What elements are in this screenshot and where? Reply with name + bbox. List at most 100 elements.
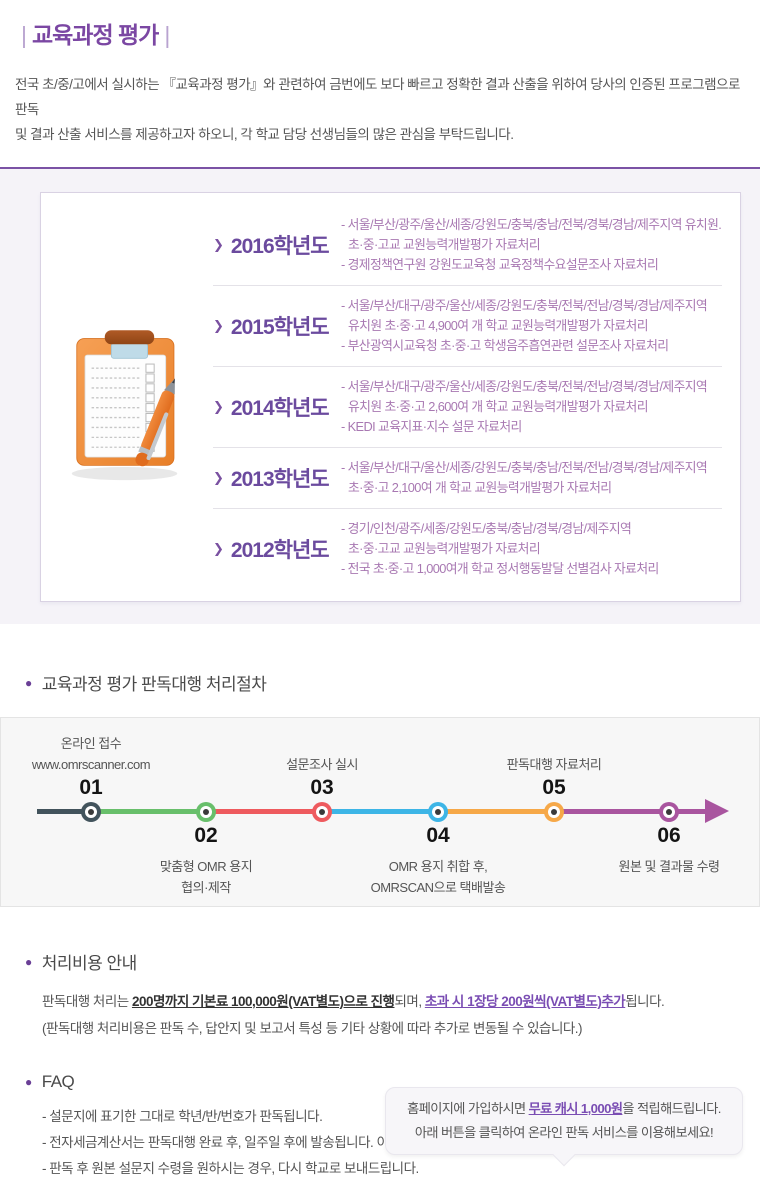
year-title: 2014학년도 [230, 397, 330, 420]
desc-line: - 경제정책연구원 강원도교육청 교육정책수요설문조사 자료처리 [341, 257, 659, 272]
year-description: - 서울/부산/대구/광주/울산/세종/강원도/충북/전북/전남/경북/경남/제… [341, 377, 722, 437]
cost-basic-fee: 200명까지 기본료 100,000원(VAT별도)으로 진행 [131, 994, 395, 1009]
step-number: 01 [79, 776, 103, 799]
step-label-01: 온라인 접수 www.omrscanner.com [31, 736, 151, 772]
free-cash-link[interactable]: 무료 캐시 1,000원 [528, 1101, 623, 1116]
desc-line: - 서울/부산/대구/광주/울산/세종/강원도/충북/전북/전남/경북/경남/제… [341, 298, 708, 313]
year-title: 2013학년도 [230, 468, 330, 491]
step-label-03: 설문조사 실시 [286, 757, 358, 772]
desc-line: - 전국 초·중·고 1,000여개 학교 정서행동발달 선별검사 자료처리 [341, 561, 659, 576]
arrow-right-icon [705, 799, 729, 823]
year-label: ❯ 2014학년도 [213, 392, 341, 422]
step-node-03 [312, 802, 332, 822]
step-label-06: 원본 및 결과물 수령 [618, 859, 720, 874]
step-number: 02 [194, 824, 218, 847]
timeline-segment [91, 809, 206, 814]
chevron-right-icon: ❯ [213, 318, 224, 333]
year-description: - 서울/부산/광주/울산/세종/강원도/충북/충남/전북/경북/경남/제주지역… [341, 215, 722, 275]
timeline-segment [322, 809, 438, 814]
chevron-right-icon: ❯ [213, 470, 224, 485]
intro-line: 및 결과 산출 서비스를 제공하고자 하오니, 각 학교 담당 선생님들의 많은… [15, 127, 514, 142]
faq-item: - 설문지에 표기한 그대로 학년/반/번호가 판독됩니다. [42, 1109, 323, 1124]
bubble-line-1: 홈페이지에 가입하시면 무료 캐시 1,000원을 적립해드립니다. [407, 1101, 721, 1116]
desc-line: - KEDI 교육지표·지수 설문 자료처리 [341, 419, 522, 434]
timeline-segment [438, 809, 554, 814]
desc-line: 초·중·고 2,100여 개 학교 교원능력개발평가 자료처리 [348, 480, 612, 495]
process-timeline: 01 02 03 04 05 06 온라인 접수 www.omrscanner.… [0, 717, 760, 907]
step-label-05: 판독대행 자료처리 [506, 757, 602, 772]
step-node-01 [81, 802, 101, 822]
process-section-heading: ● 교육과정 평가 판독대행 처리절차 [0, 670, 760, 695]
year-row-2016: ❯ 2016학년도 - 서울/부산/광주/울산/세종/강원도/충북/충남/전북/… [213, 205, 722, 286]
intro-paragraph: 전국 초/중/고에서 실시하는 『교육과정 평가』와 관련하여 금번에도 보다 … [15, 72, 745, 147]
step-number: 06 [657, 824, 681, 847]
step-node-05 [544, 802, 564, 822]
desc-line: - 부산광역시교육청 초·중·고 학생음주흡연관련 설문조사 자료처리 [341, 338, 669, 353]
years-card: ❯ 2016학년도 - 서울/부산/광주/울산/세종/강원도/충북/충남/전북/… [40, 192, 741, 602]
year-description: - 서울/부산/대구/울산/세종/강원도/충북/충남/전북/전남/경북/경남/제… [341, 458, 722, 498]
step-number: 03 [310, 776, 334, 799]
cost-line-2: (판독대행 처리비용은 판독 수, 답안지 및 보고서 특성 등 기타 상황에 … [42, 1021, 583, 1036]
pen-icon [135, 378, 175, 467]
desc-line: 초·중·고교 교원능력개발평가 자료처리 [348, 237, 541, 252]
years-list: ❯ 2016학년도 - 서울/부산/광주/울산/세종/강원도/충북/충남/전북/… [213, 205, 722, 589]
page-title: | 교육과정 평가 | [15, 16, 745, 50]
page-title-text: 교육과정 평가 [31, 22, 159, 48]
clipboard-column [41, 205, 213, 589]
cost-body: 판독대행 처리는 200명까지 기본료 100,000원(VAT별도)으로 진행… [0, 974, 760, 1042]
step-number: 04 [426, 824, 450, 847]
year-row-2015: ❯ 2015학년도 - 서울/부산/대구/광주/울산/세종/강원도/충북/전북/… [213, 286, 722, 367]
year-label: ❯ 2016학년도 [213, 230, 341, 260]
desc-line: 유치원 초·중·고 2,600여 개 학교 교원능력개발평가 자료처리 [348, 399, 648, 414]
cost-line-1: 판독대행 처리는 200명까지 기본료 100,000원(VAT별도)으로 진행… [42, 994, 665, 1009]
timeline-segment [554, 809, 709, 814]
timeline-segment [37, 809, 91, 814]
clipboard-illustration [71, 330, 178, 481]
year-label: ❯ 2012학년도 [213, 534, 341, 564]
year-label: ❯ 2013학년도 [213, 463, 341, 493]
title-bar-left: | [21, 22, 27, 48]
process-heading-text: 교육과정 평가 판독대행 처리절차 [41, 675, 267, 694]
desc-line: - 경기/인천/광주/세종/강원도/충북/충남/경북/경남/제주지역 [341, 521, 632, 536]
signup-tooltip-bubble: 홈페이지에 가입하시면 무료 캐시 1,000원을 적립해드립니다. 아래 버튼… [385, 1087, 743, 1167]
chevron-right-icon: ❯ [213, 541, 224, 556]
year-title: 2012학년도 [230, 539, 330, 562]
desc-line: - 서울/부산/광주/울산/세종/강원도/충북/충남/전북/경북/경남/제주지역… [341, 217, 722, 232]
year-row-2013: ❯ 2013학년도 - 서울/부산/대구/울산/세종/강원도/충북/충남/전북/… [213, 448, 722, 509]
desc-line: - 서울/부산/대구/울산/세종/강원도/충북/충남/전북/전남/경북/경남/제… [341, 460, 708, 475]
year-title: 2015학년도 [230, 316, 330, 339]
desc-line: 초·중·고교 교원능력개발평가 자료처리 [348, 541, 541, 556]
cost-section-heading: ● 처리비용 안내 [0, 949, 760, 974]
cost-heading-text: 처리비용 안내 [41, 954, 138, 973]
timeline-segment [206, 809, 322, 814]
step-node-04 [428, 802, 448, 822]
step-node-02 [196, 802, 216, 822]
year-row-2014: ❯ 2014학년도 - 서울/부산/대구/광주/울산/세종/강원도/충북/전북/… [213, 367, 722, 448]
bullet-icon: ● [25, 1075, 32, 1089]
year-description: - 서울/부산/대구/광주/울산/세종/강원도/충북/전북/전남/경북/경남/제… [341, 296, 722, 356]
desc-line: 유치원 초·중·고 4,900여 개 학교 교원능력개발평가 자료처리 [348, 318, 648, 333]
year-title: 2016학년도 [230, 235, 330, 258]
faq-section-heading: ● FAQ [0, 1072, 760, 1092]
intro-line: 전국 초/중/고에서 실시하는 『교육과정 평가』와 관련하여 금번에도 보다 … [15, 77, 740, 117]
chevron-right-icon: ❯ [213, 399, 224, 414]
year-label: ❯ 2015학년도 [213, 311, 341, 341]
years-section: ❯ 2016학년도 - 서울/부산/광주/울산/세종/강원도/충북/충남/전북/… [0, 169, 760, 624]
chevron-right-icon: ❯ [213, 237, 224, 252]
step-node-06 [659, 802, 679, 822]
header: | 교육과정 평가 | 전국 초/중/고에서 실시하는 『교육과정 평가』와 관련하… [0, 0, 760, 147]
bullet-icon: ● [25, 675, 32, 690]
year-description: - 경기/인천/광주/세종/강원도/충북/충남/경북/경남/제주지역 초·중·고… [341, 519, 722, 579]
step-label-04: OMR 용지 취합 후, OMRSCAN으로 택배발송 [370, 859, 506, 895]
bubble-line-2: 아래 버튼을 클릭하여 온라인 판독 서비스를 이용해보세요! [414, 1125, 714, 1140]
step-number: 05 [542, 776, 566, 799]
faq-heading-text: FAQ [41, 1072, 75, 1091]
bullet-icon: ● [25, 954, 32, 969]
desc-line: - 서울/부산/대구/광주/울산/세종/강원도/충북/전북/전남/경북/경남/제… [341, 379, 708, 394]
title-bar-right: | [164, 22, 170, 48]
year-row-2012: ❯ 2012학년도 - 경기/인천/광주/세종/강원도/충북/충남/경북/경남/… [213, 509, 722, 589]
section-divider [0, 167, 760, 169]
step-label-02: 맞춤형 OMR 용지 협의·제작 [159, 859, 253, 895]
cost-extra-fee: 초과 시 1장당 200원씩(VAT별도)추가 [424, 994, 626, 1009]
